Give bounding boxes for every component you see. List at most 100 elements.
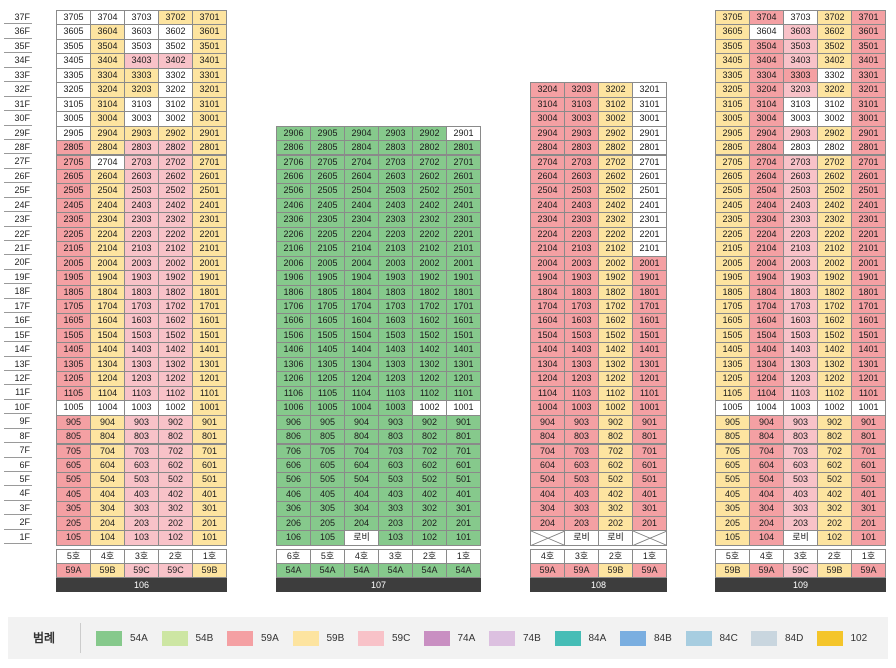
unit-cell[interactable]: 702 [158, 443, 193, 459]
unit-cell[interactable]: 1405 [310, 342, 345, 358]
unit-cell[interactable]: 3203 [564, 82, 599, 98]
unit-cell[interactable]: 204 [530, 515, 565, 532]
unit-cell[interactable]: 1101 [632, 385, 667, 402]
unit-cell[interactable]: 604 [344, 457, 379, 474]
unit-cell[interactable]: 302 [412, 501, 447, 517]
unit-cell[interactable]: 3302 [817, 67, 852, 84]
unit-cell[interactable]: 2904 [90, 125, 125, 142]
unit-cell[interactable]: 1702 [158, 299, 193, 315]
unit-cell[interactable]: 802 [158, 429, 193, 445]
unit-cell[interactable]: 1302 [158, 356, 193, 373]
unit-cell[interactable]: 101 [851, 530, 886, 546]
unit-cell[interactable]: 2502 [598, 183, 633, 199]
unit-cell[interactable]: 1502 [817, 327, 852, 344]
unit-cell[interactable]: 2903 [783, 125, 818, 142]
unit-cell[interactable]: 605 [715, 457, 750, 474]
unit-cell[interactable]: 1102 [412, 385, 447, 402]
unit-cell[interactable]: 1301 [632, 356, 667, 373]
unit-cell[interactable]: 3702 [158, 10, 193, 26]
unit-cell[interactable]: 1103 [378, 385, 413, 402]
unit-cell[interactable]: 506 [276, 472, 311, 488]
unit-cell[interactable]: 2803 [564, 140, 599, 156]
unit-cell[interactable]: 3704 [749, 10, 784, 26]
unit-cell[interactable]: 902 [817, 414, 852, 431]
unit-cell[interactable]: 2906 [276, 125, 311, 142]
unit-cell[interactable]: 501 [632, 472, 667, 488]
unit-cell[interactable]: 805 [715, 429, 750, 445]
unit-cell[interactable]: 3104 [90, 96, 125, 113]
unit-cell[interactable]: 3004 [530, 111, 565, 127]
unit-cell[interactable]: 1202 [412, 371, 447, 387]
unit-cell[interactable]: 2205 [715, 226, 750, 243]
unit-cell[interactable]: 3405 [715, 53, 750, 69]
unit-cell[interactable]: 1202 [598, 371, 633, 387]
unit-cell[interactable]: 1601 [192, 313, 227, 329]
unit-cell[interactable]: 1101 [446, 385, 481, 402]
unit-cell[interactable]: 2701 [632, 154, 667, 170]
unit-cell[interactable]: 3103 [783, 96, 818, 113]
unit-cell[interactable]: 1803 [564, 284, 599, 300]
unit-cell[interactable]: 2304 [530, 212, 565, 228]
unit-cell[interactable]: 1303 [378, 356, 413, 373]
unit-cell[interactable]: 1102 [158, 385, 193, 402]
unit-cell[interactable]: 2304 [344, 212, 379, 228]
unit-cell[interactable]: 1904 [530, 270, 565, 286]
unit-cell[interactable]: 404 [749, 486, 784, 503]
unit-cell[interactable]: 1201 [851, 371, 886, 387]
unit-cell[interactable]: 2506 [276, 183, 311, 199]
unit-cell[interactable]: 1701 [632, 299, 667, 315]
unit-cell[interactable]: 3503 [124, 38, 159, 55]
unit-cell[interactable]: 401 [192, 486, 227, 503]
unit-cell[interactable]: 904 [530, 414, 565, 431]
unit-cell[interactable]: 로비 [564, 530, 599, 546]
unit-cell[interactable]: 102 [817, 530, 852, 546]
unit-cell[interactable]: 304 [749, 501, 784, 517]
unit-cell[interactable]: 202 [158, 515, 193, 532]
unit-cell[interactable]: 2103 [378, 241, 413, 257]
unit-cell[interactable]: 2705 [310, 154, 345, 170]
unit-cell[interactable]: 2102 [412, 241, 447, 257]
unit-cell[interactable]: 1403 [124, 342, 159, 358]
unit-cell[interactable]: 1706 [276, 299, 311, 315]
unit-cell[interactable]: 1204 [344, 371, 379, 387]
unit-cell[interactable]: 102 [158, 530, 193, 546]
unit-cell[interactable]: 1503 [783, 327, 818, 344]
unit-cell[interactable]: 1402 [817, 342, 852, 358]
unit-cell[interactable]: 1806 [276, 284, 311, 300]
unit-cell[interactable]: 1803 [124, 284, 159, 300]
unit-cell[interactable]: 2502 [817, 183, 852, 199]
unit-cell[interactable]: 305 [310, 501, 345, 517]
unit-cell[interactable]: 2206 [276, 226, 311, 243]
unit-cell[interactable]: 1104 [530, 385, 565, 402]
unit-cell[interactable]: 1002 [158, 400, 193, 416]
unit-cell[interactable]: 904 [90, 414, 125, 431]
unit-cell[interactable]: 303 [124, 501, 159, 517]
unit-cell[interactable]: 602 [817, 457, 852, 474]
unit-cell[interactable]: 1403 [564, 342, 599, 358]
unit-cell[interactable]: 2801 [632, 140, 667, 156]
unit-cell[interactable]: 3604 [749, 24, 784, 40]
unit-cell[interactable]: 1205 [715, 371, 750, 387]
unit-cell[interactable]: 2902 [158, 125, 193, 142]
unit-cell[interactable]: 1101 [851, 385, 886, 402]
unit-cell[interactable]: 603 [378, 457, 413, 474]
unit-cell[interactable]: 1602 [412, 313, 447, 329]
unit-cell[interactable]: 402 [158, 486, 193, 503]
unit-cell[interactable]: 201 [192, 515, 227, 532]
unit-cell[interactable]: 2204 [749, 226, 784, 243]
unit-cell[interactable]: 2602 [598, 168, 633, 185]
unit-cell[interactable]: 1301 [446, 356, 481, 373]
unit-cell[interactable]: 2402 [598, 197, 633, 214]
unit-cell[interactable]: 1503 [124, 327, 159, 344]
unit-cell[interactable]: 1403 [783, 342, 818, 358]
unit-cell[interactable]: 2302 [158, 212, 193, 228]
unit-cell[interactable]: 3401 [851, 53, 886, 69]
unit-cell[interactable]: 2704 [344, 154, 379, 170]
unit-cell[interactable]: 3104 [530, 96, 565, 113]
unit-cell[interactable]: 504 [344, 472, 379, 488]
unit-cell[interactable]: 606 [276, 457, 311, 474]
unit-cell[interactable]: 2801 [192, 140, 227, 156]
unit-cell[interactable]: 1106 [276, 385, 311, 402]
unit-cell[interactable]: 1004 [530, 400, 565, 416]
unit-cell[interactable]: 206 [276, 515, 311, 532]
